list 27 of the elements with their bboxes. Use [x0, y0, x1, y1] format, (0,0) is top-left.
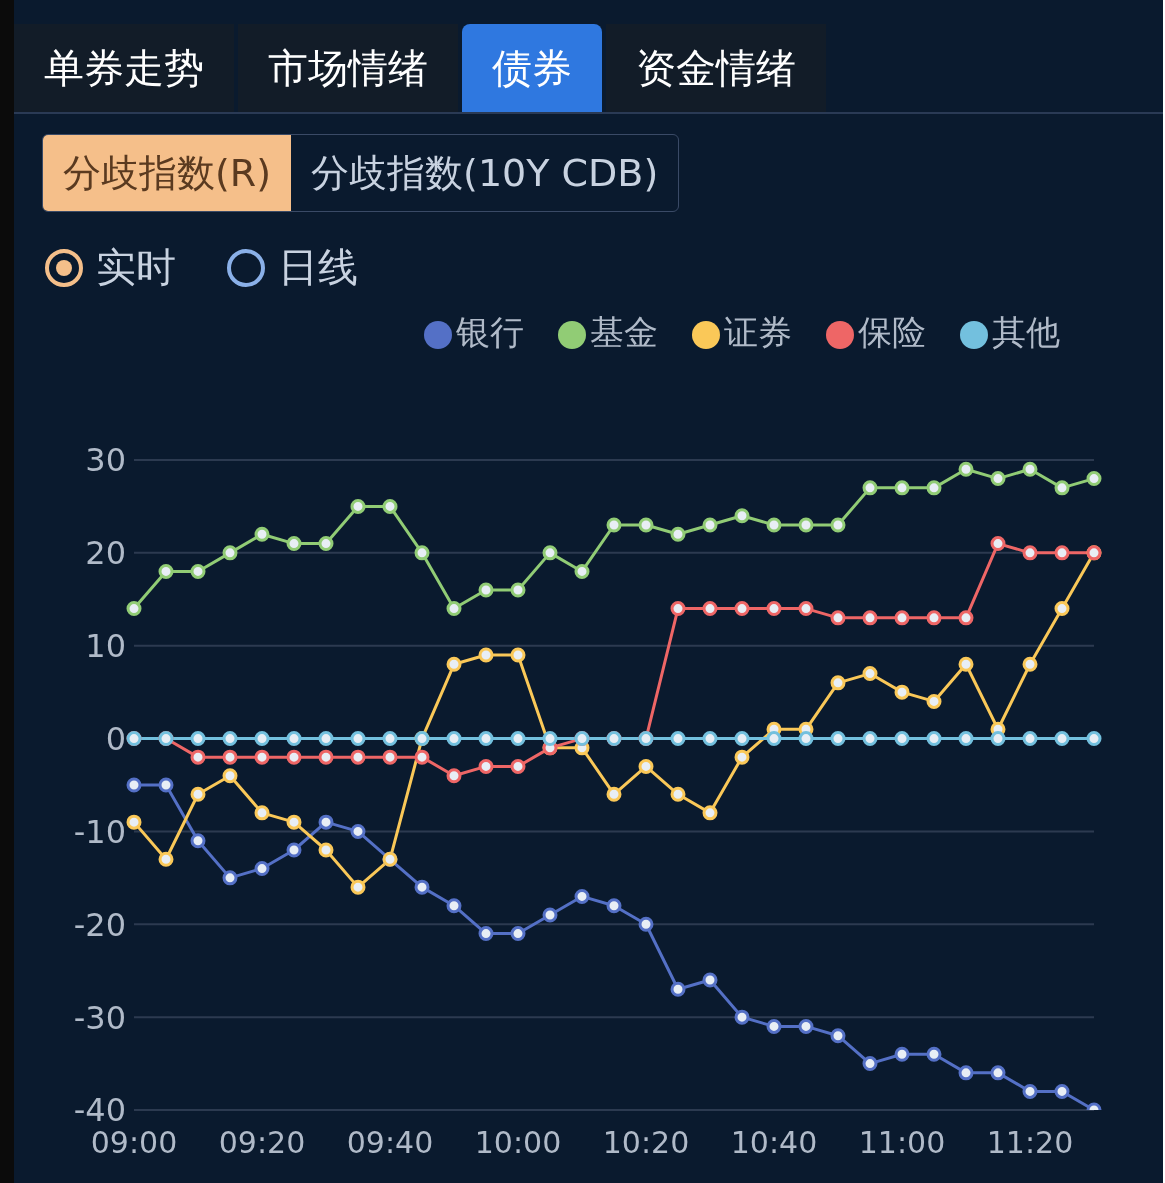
- text: 单券走势: [14, 24, 234, 112]
- x-tick-label: 10:00: [474, 1125, 562, 1161]
- x-tick-label: 11:20: [986, 1125, 1074, 1161]
- x-tick-label: 11:00: [858, 1125, 946, 1161]
- x-tick-label: 09:40: [346, 1125, 434, 1161]
- legend-label: 其他: [992, 312, 1060, 352]
- text: 分歧指数(10Y CDB): [310, 149, 660, 197]
- text: 日线: [278, 243, 358, 292]
- y-tick-label: 0: [105, 719, 126, 758]
- legend-label: 基金: [590, 312, 658, 352]
- text: 资金情绪: [606, 24, 826, 112]
- y-tick-label: 20: [85, 534, 126, 573]
- y-tick-label: -20: [73, 905, 126, 944]
- y-tick-label: -10: [73, 812, 126, 851]
- text: 债券: [462, 24, 602, 112]
- y-tick-label: -30: [73, 998, 126, 1037]
- text: 分歧指数(R): [43, 135, 292, 211]
- legend-label: 银行: [456, 312, 524, 352]
- y-tick-label: 30: [85, 441, 126, 480]
- x-tick-label: 10:20: [602, 1125, 690, 1161]
- x-tick-label: 09:20: [218, 1125, 306, 1161]
- text: 实时: [96, 243, 176, 292]
- legend-label: 保险: [858, 312, 926, 352]
- y-tick-label: 10: [85, 627, 126, 666]
- legend-label: 证券: [724, 312, 792, 352]
- x-tick-label: 10:40: [730, 1125, 818, 1161]
- text: 市场情绪: [238, 24, 458, 112]
